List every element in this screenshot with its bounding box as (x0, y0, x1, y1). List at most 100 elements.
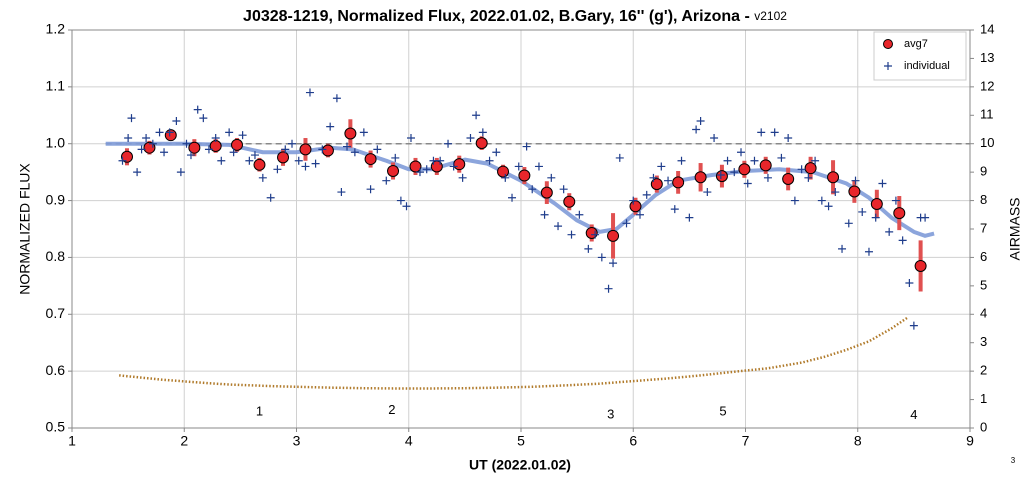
individual-point (485, 156, 494, 165)
individual-point (677, 156, 686, 165)
individual-point (898, 236, 907, 245)
avg-point (453, 158, 466, 171)
individual-point (905, 279, 914, 288)
avg-point (321, 144, 334, 157)
individual-point (281, 145, 290, 154)
individual-point (332, 94, 341, 103)
individual-point (921, 213, 930, 222)
avg-point (364, 153, 377, 166)
y2-tick-label: 3 (980, 334, 987, 349)
individual-point (458, 173, 467, 182)
individual-point (692, 125, 701, 134)
avg-point (782, 172, 795, 185)
individual-point (217, 156, 226, 165)
individual-point (326, 122, 335, 131)
y2-tick-label: 5 (980, 277, 987, 292)
avg-point (497, 165, 510, 178)
individual-point (730, 168, 739, 177)
individual-point (127, 114, 136, 123)
y2-tick-label: 1 (980, 391, 987, 406)
avg-point (540, 186, 553, 199)
individual-point (118, 156, 127, 165)
annotation: 3 (607, 406, 614, 421)
y2-tick-label: 0 (980, 419, 987, 434)
individual-point (777, 153, 786, 162)
individual-point (844, 219, 853, 228)
individual-point (629, 196, 638, 205)
individual-point (804, 173, 813, 182)
y-tick-label: 1.2 (46, 21, 66, 37)
avg-point (870, 197, 883, 210)
y2-tick-label: 8 (980, 192, 987, 207)
individual-point (366, 185, 375, 194)
title-main: J0328-1219, Normalized Flux, 2022.01.02,… (243, 8, 754, 25)
individual-point (311, 159, 320, 168)
individual-point (124, 134, 133, 143)
individual-point (609, 259, 618, 268)
avg-point (914, 259, 927, 272)
individual-point (797, 165, 806, 174)
individual-point (723, 156, 732, 165)
avg-point (607, 229, 620, 242)
individual-point (193, 105, 202, 114)
y2-tick-label: 4 (980, 306, 987, 321)
individual-point (350, 148, 359, 157)
legend-label: individual (904, 60, 950, 72)
individual-point (343, 142, 352, 151)
chart-title: J0328-1219, Normalized Flux, 2022.01.02,… (243, 8, 787, 25)
individual-point (838, 244, 847, 253)
y-tick-label: 0.6 (46, 362, 66, 378)
y-tick-label: 0.9 (46, 191, 66, 207)
y-tick-label: 0.8 (46, 248, 66, 264)
individual-point (478, 128, 487, 137)
individual-point (382, 176, 391, 185)
x-tick-label: 1 (68, 433, 76, 449)
individual-point (160, 148, 169, 157)
individual-point (567, 230, 576, 239)
y2-tick-label: 13 (980, 50, 994, 65)
avg-point (585, 226, 598, 239)
individual-point (858, 207, 867, 216)
individual-point (657, 162, 666, 171)
individual-point (165, 128, 174, 137)
individual-point (137, 145, 146, 154)
individual-point (878, 179, 887, 188)
individual-point (176, 168, 185, 177)
y-axis-label: NORMALIZED FLUX (17, 163, 33, 295)
y2-tick-label: 12 (980, 78, 994, 93)
avg-point (164, 129, 177, 142)
individual-point (415, 168, 424, 177)
avg-point (188, 141, 201, 154)
corner-note: 3 (1011, 456, 1016, 465)
individual-point (710, 134, 719, 143)
individual-point (391, 153, 400, 162)
individual-point (757, 128, 766, 137)
plot-frame (71, 29, 971, 429)
individual-point (436, 156, 445, 165)
individual-point (294, 156, 303, 165)
individual-point (575, 210, 584, 219)
individual-point (238, 131, 247, 140)
individual-point (133, 168, 142, 177)
individual-point (864, 247, 873, 256)
individual-point (528, 185, 537, 194)
annotation: 2 (388, 402, 395, 417)
individual-point (743, 179, 752, 188)
individual-point (305, 88, 314, 97)
individual-point (703, 188, 712, 197)
individual-point (402, 202, 411, 211)
x-tick-label: 7 (742, 433, 750, 449)
y-tick-label: 1.0 (46, 134, 66, 150)
individual-point (597, 253, 606, 262)
individual-point (501, 173, 510, 182)
annotation: 1 (256, 404, 263, 419)
model-line (105, 141, 935, 238)
avg-point (694, 171, 707, 184)
avg-point (121, 150, 134, 163)
individual-point (318, 145, 327, 154)
y-tick-label: 0.7 (46, 305, 66, 321)
avg-point (475, 137, 488, 150)
individual-point (685, 213, 694, 222)
avg-point (715, 170, 728, 183)
avg-point (518, 169, 531, 182)
